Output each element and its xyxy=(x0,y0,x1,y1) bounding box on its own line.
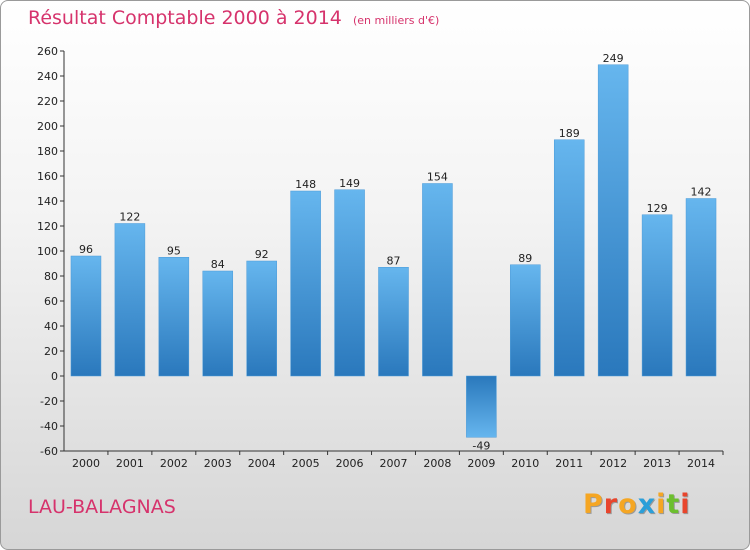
value-label-2003: 84 xyxy=(211,258,225,271)
logo-letter: t xyxy=(666,489,681,520)
chart-unit: (en milliers d'€) xyxy=(352,14,440,27)
bar-2013 xyxy=(641,214,673,377)
bar-2006 xyxy=(334,189,365,377)
y-tick-label: -20 xyxy=(40,395,58,408)
value-label-2013: 129 xyxy=(647,202,668,215)
x-tick-label: 2006 xyxy=(336,457,364,470)
x-tick-label: 2002 xyxy=(160,457,188,470)
y-tick-label: 260 xyxy=(37,45,58,58)
bars xyxy=(70,64,717,438)
logo-letter: o xyxy=(618,489,638,520)
bar-2005 xyxy=(290,190,321,377)
y-tick-label: 220 xyxy=(37,95,58,108)
y-tick-label: 80 xyxy=(44,270,58,283)
bar-2012 xyxy=(597,64,629,377)
bar-2011 xyxy=(553,139,585,377)
proxiti-logo: Proxiti xyxy=(583,489,691,520)
y-tick-label: 0 xyxy=(51,370,58,383)
commune-name: LAU-BALAGNAS xyxy=(28,496,176,518)
value-label-2000: 96 xyxy=(79,243,93,256)
x-tick-label: 2007 xyxy=(380,457,408,470)
x-tick-label: 2013 xyxy=(643,457,671,470)
x-tick-label: 2010 xyxy=(511,457,539,470)
value-label-2008: 154 xyxy=(427,171,448,184)
chart-title: Résultat Comptable 2000 à 2014 xyxy=(28,7,342,29)
value-label-2007: 87 xyxy=(387,254,401,267)
x-tick-label: 2011 xyxy=(555,457,583,470)
x-tick-label: 2001 xyxy=(116,457,144,470)
value-label-2004: 92 xyxy=(255,248,269,261)
y-tick-label: -40 xyxy=(40,420,58,433)
value-labels: 96 122 95 84 92 148 149 87 154 -49 89 189 249 129 142 xyxy=(79,52,712,453)
x-tick-label: 2014 xyxy=(687,457,715,470)
y-tick-label: 140 xyxy=(37,195,58,208)
logo-letter: x xyxy=(637,489,657,520)
bar-2014 xyxy=(685,198,717,377)
logo-letter: i xyxy=(656,489,667,520)
y-tick-label: 160 xyxy=(37,170,58,183)
value-label-2014: 142 xyxy=(691,186,712,199)
bar-2004 xyxy=(246,260,277,377)
bar-2002 xyxy=(158,257,190,377)
value-label-2010: 89 xyxy=(518,252,532,265)
y-tick-label: 120 xyxy=(37,220,58,233)
axes: -60 -40 -20 0 20 40 60 80 100 120 140 160 180 200 220 2… xyxy=(37,45,724,470)
x-tick-label: 2008 xyxy=(423,457,451,470)
x-tick-label: 2009 xyxy=(467,457,495,470)
value-label-2002: 95 xyxy=(167,244,181,257)
value-label-2012: 249 xyxy=(603,52,624,65)
logo-letter: i xyxy=(680,489,691,520)
bar-2009 xyxy=(466,375,497,438)
value-label-2009: -49 xyxy=(472,439,490,452)
bar-2007 xyxy=(378,267,409,377)
y-tick-label: 100 xyxy=(37,245,58,258)
y-tick-label: -60 xyxy=(40,445,58,458)
value-label-2005: 148 xyxy=(295,178,316,191)
y-tick-label: 40 xyxy=(44,320,58,333)
value-label-2001: 122 xyxy=(119,211,140,224)
bar-2000 xyxy=(70,255,102,377)
logo-letter: P xyxy=(583,489,604,520)
bar-2008 xyxy=(422,183,453,377)
x-tick-label: 2012 xyxy=(599,457,627,470)
y-tick-label: 180 xyxy=(37,145,58,158)
chart-title-block: Résultat Comptable 2000 à 2014 (en milli… xyxy=(28,7,439,29)
x-tick-label: 2000 xyxy=(72,457,100,470)
value-label-2011: 189 xyxy=(559,127,580,140)
y-tick-label: 20 xyxy=(44,345,58,358)
bar-2010 xyxy=(510,264,541,377)
x-tick-label: 2004 xyxy=(248,457,276,470)
y-tick-label: 240 xyxy=(37,70,58,83)
logo-letter: r xyxy=(603,489,619,520)
bar-2001 xyxy=(114,223,146,377)
x-tick-label: 2005 xyxy=(292,457,320,470)
bar-2003 xyxy=(202,270,234,377)
x-tick-label: 2003 xyxy=(204,457,232,470)
y-tick-label: 60 xyxy=(44,295,58,308)
y-tick-label: 200 xyxy=(37,120,58,133)
value-label-2006: 149 xyxy=(339,177,360,190)
